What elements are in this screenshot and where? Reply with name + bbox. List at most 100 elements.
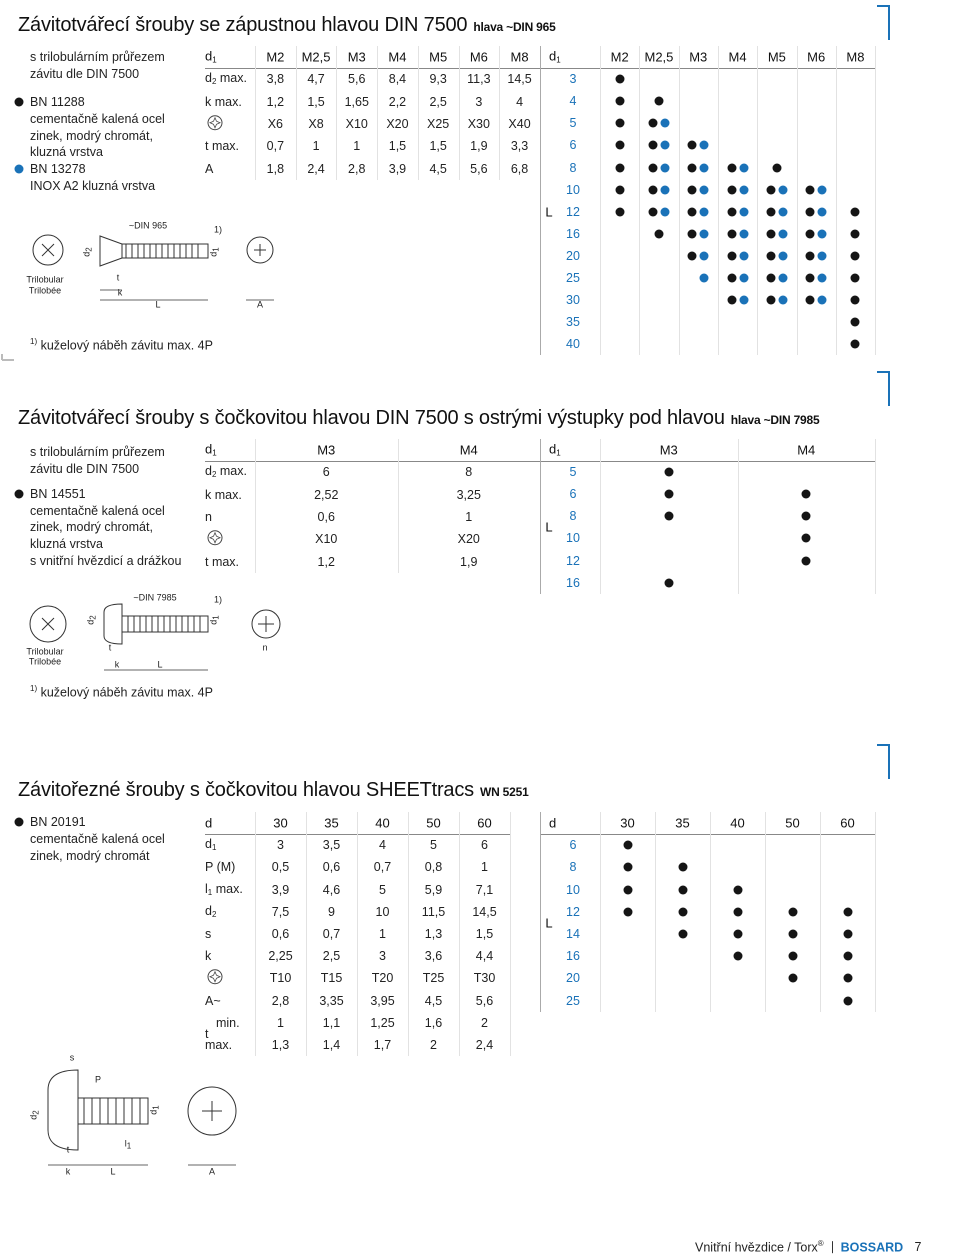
- avail-row-label: 12: [566, 204, 580, 219]
- rule: [205, 461, 540, 462]
- dims-header-label-sub: 1: [212, 448, 217, 458]
- footnote-mark: 1): [30, 684, 38, 694]
- dims-value: 2: [430, 1037, 437, 1052]
- dims-row-label-text: l: [205, 881, 208, 896]
- availability-dot: [805, 185, 815, 195]
- dims-value: 3,6: [424, 948, 443, 963]
- availability-dot: [727, 273, 737, 283]
- dims-row-label-text: s: [205, 926, 212, 941]
- availability-dot: [766, 251, 776, 261]
- availability-dot: [727, 251, 737, 261]
- dims-row-label-text: A: [205, 161, 214, 176]
- dims-col-header: M4: [459, 442, 478, 458]
- screw-drawing-3: [47, 1069, 237, 1166]
- section-title: Závitotvářecí šrouby s čočkovitou hlavou…: [18, 408, 820, 428]
- avail-col-header: M4: [728, 49, 747, 65]
- availability-dot: [699, 207, 709, 217]
- dims-value: T10: [269, 971, 292, 986]
- availability-dot: [850, 207, 860, 217]
- availability-dot: [660, 163, 670, 172]
- dims-col-header: M3: [347, 49, 366, 65]
- rule: [295, 46, 297, 180]
- dims-value: 1,6: [424, 1015, 443, 1030]
- dims-value: 8: [465, 465, 473, 480]
- avail-header-label-sub: 1: [556, 55, 561, 65]
- drawing-label: 1): [214, 595, 222, 605]
- availability-dot: [733, 885, 742, 895]
- avail-header-label: d: [549, 817, 556, 830]
- availability-dot: [843, 996, 852, 1006]
- corner-brackets: [1, 5, 890, 779]
- avail-row-label: 6: [569, 837, 577, 852]
- availability-dot: [805, 229, 815, 239]
- item-line: cementačně kalená ocel: [30, 831, 165, 846]
- drawing-label-sub: 1: [151, 1105, 161, 1110]
- availability-dot: [648, 140, 658, 150]
- availability-dot: [843, 907, 852, 917]
- rule: [717, 46, 719, 356]
- availability-dot: [687, 163, 697, 172]
- drawing-label: Trilobular: [26, 647, 63, 657]
- availability-dot: [699, 251, 709, 261]
- dims-col-header: M2: [266, 49, 285, 65]
- item-line: kluzná vrstva: [30, 145, 103, 160]
- rule: [417, 46, 419, 180]
- availability-dot: [805, 295, 815, 305]
- dims-row-label: d2 max.: [205, 465, 247, 479]
- dims-value: X10: [315, 531, 338, 546]
- dims-value: 1,9: [460, 554, 478, 569]
- availability-dot: [687, 229, 697, 239]
- availability-dot: [778, 207, 788, 217]
- dims-value: 1,3: [271, 1037, 290, 1052]
- dims-value: 5,6: [470, 161, 488, 176]
- avail-row-label: 5: [569, 116, 577, 131]
- dims-value: 0,8: [424, 860, 443, 875]
- dims-value: T20: [371, 971, 394, 986]
- availability-dot: [727, 163, 737, 172]
- avail-row-label: 4: [569, 93, 577, 108]
- availability-dot: [664, 467, 674, 477]
- dims-row-label-text: A~: [205, 993, 221, 1008]
- avail-col-header: M2,5: [644, 49, 674, 65]
- title-text: Závitotvářecí šrouby se zápustnou hlavou…: [18, 14, 468, 36]
- rule: [458, 46, 460, 180]
- dims-row-label: k max.: [205, 95, 242, 108]
- dims-value: 1: [465, 509, 473, 524]
- drawing-label-text: k: [114, 659, 120, 670]
- drawing-label: d1: [209, 247, 221, 256]
- dims-row-label: A: [205, 162, 213, 175]
- rule: [408, 812, 409, 1057]
- dims-value: 2,4: [475, 1037, 494, 1052]
- drawing-label-sub: 1: [211, 615, 221, 620]
- dims-row-label-sub: 2: [211, 77, 217, 87]
- item-line: INOX A2 kluzná vrstva: [30, 178, 156, 193]
- drawing-label: L: [155, 300, 160, 310]
- drawing-label-text: L: [110, 1166, 116, 1177]
- drawing-label: s: [70, 1053, 75, 1063]
- dims-value: 10: [375, 904, 390, 919]
- availability-dot: [687, 251, 697, 261]
- availability-dot: [850, 273, 860, 283]
- avail-header-label: d1: [549, 50, 561, 65]
- dims-value: 5: [430, 837, 437, 852]
- dims-value: 3,9: [388, 161, 407, 176]
- availability-dot: [615, 207, 625, 217]
- drawing-label: d2: [86, 615, 98, 624]
- dims-row-label-text: d: [205, 464, 212, 479]
- drawing-label: ~DIN 7985: [133, 593, 176, 603]
- dims-row-label-text: t max.: [205, 138, 240, 153]
- dims-value: 1,25: [370, 1015, 395, 1030]
- torx-symbol: [207, 530, 223, 546]
- availability-dot: [739, 273, 749, 283]
- availability-dot: [660, 118, 670, 128]
- dims-value: 1: [481, 860, 488, 875]
- dims-value: T25: [422, 971, 445, 986]
- avail-header-label-sub: 1: [556, 448, 561, 458]
- avail-row-label: 14: [566, 926, 580, 941]
- drawing-label-text: L: [157, 659, 163, 670]
- dims-row-label-sub: 1: [211, 843, 217, 853]
- drawing-label-text: ~DIN 965: [128, 220, 168, 231]
- availability-dot: [660, 207, 670, 217]
- dims-value: 1: [379, 926, 386, 941]
